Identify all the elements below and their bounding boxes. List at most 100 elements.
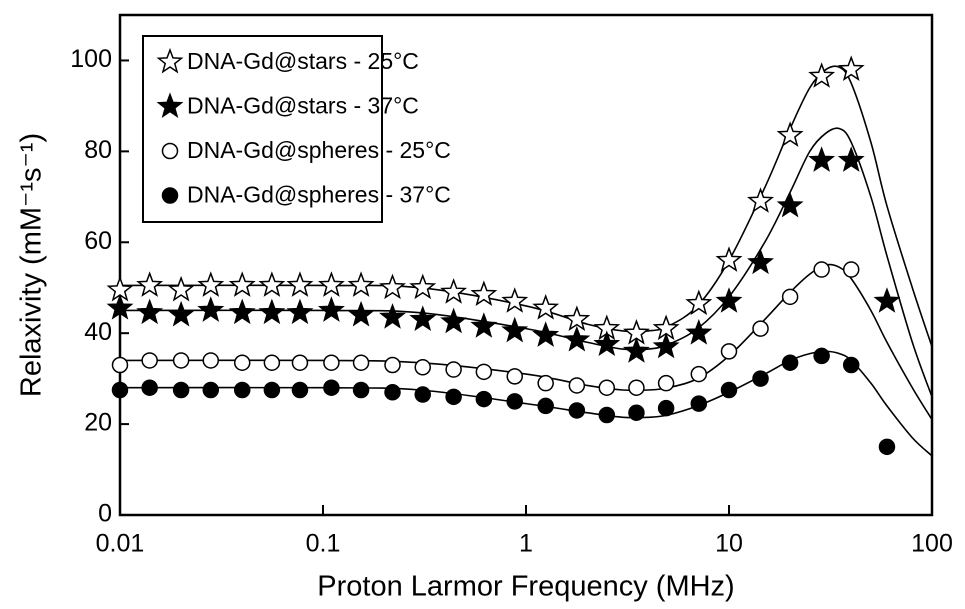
data-point [781,288,799,306]
data-point [384,356,401,374]
data-point [379,273,406,300]
data-point [537,374,554,392]
data-point [352,381,370,399]
data-point [715,287,743,313]
data-point [445,361,462,378]
legend-marker [161,187,179,204]
data-point [652,332,680,359]
data-point [622,337,650,363]
legend-marker [156,92,184,118]
data-point [657,374,675,392]
data-point [808,146,836,172]
data-point [532,321,560,347]
legend-label: DNA-Gd@stars - 25°C [187,48,419,74]
data-point [506,368,523,385]
data-point [598,379,616,396]
data-point [291,354,309,371]
y-tick-label: 40 [84,318,112,346]
y-tick-label: 0 [98,500,112,528]
data-point [323,354,340,371]
data-point [440,307,468,334]
data-point [842,356,860,374]
data-point [111,356,129,374]
data-point [258,298,286,325]
plot-frame [118,13,934,517]
data-point [414,386,431,403]
data-point [379,303,406,329]
y-tick-label: 80 [84,136,112,164]
data-point [347,271,375,297]
data-point [409,273,437,300]
data-point [228,298,256,325]
data-point [747,187,774,213]
data-point [598,406,616,424]
data-point [141,352,158,369]
data-point [233,381,251,399]
data-point [690,365,708,383]
data-point [317,296,345,322]
x-tick-label: 100 [911,530,953,558]
data-point [568,402,586,419]
data-point [470,312,498,338]
data-point [258,271,286,297]
data-point [752,320,769,337]
data-point [136,271,164,297]
data-point [628,404,645,421]
data-point [808,62,836,88]
data-point [141,379,158,396]
y-tick-label: 20 [84,409,112,437]
data-point [842,261,860,278]
data-point [628,379,645,396]
data-point [409,305,437,331]
data-point [501,287,529,313]
x-tick-label: 10 [715,530,743,558]
data-point [878,438,896,456]
data-point [414,359,431,376]
data-point [347,300,375,327]
data-point [813,347,830,365]
data-point [747,248,774,275]
legend-label: DNA-Gd@stars - 37°C [187,93,419,119]
data-point [563,305,591,331]
data-point [233,354,251,371]
data-point [228,271,256,297]
data-point [475,363,493,381]
data-point [286,271,314,297]
data-point [715,246,743,272]
data-point [352,354,370,371]
data-point [440,278,468,304]
x-tick-label: 1 [519,530,533,558]
data-point [167,300,195,327]
data-point [657,399,675,417]
data-point [291,381,309,399]
data-point [593,330,621,356]
x-tick-label: 0.01 [96,530,145,558]
data-point [384,384,401,401]
y-axis-title: Relaxivity (mM⁻¹s⁻¹) [16,133,48,397]
data-point [720,381,738,399]
data-point [202,381,220,399]
data-point [197,296,225,322]
legend-box [142,35,383,223]
y-tick-label: 60 [84,227,112,255]
data-point [776,121,804,147]
y-tick-label: 100 [70,45,112,73]
data-point [202,352,220,369]
data-point [172,381,190,399]
data-point [720,343,738,360]
data-point [506,393,523,410]
data-point [837,146,865,172]
data-point [752,370,769,387]
data-point [781,354,799,371]
data-point [563,325,591,352]
data-point [501,316,529,343]
data-point [776,191,804,218]
legend-marker [156,47,184,74]
data-point [263,354,281,371]
legend-marker [161,142,179,160]
data-point [263,381,281,399]
data-point [172,352,190,369]
x-tick-label: 0.1 [306,530,341,558]
data-point [568,377,586,394]
